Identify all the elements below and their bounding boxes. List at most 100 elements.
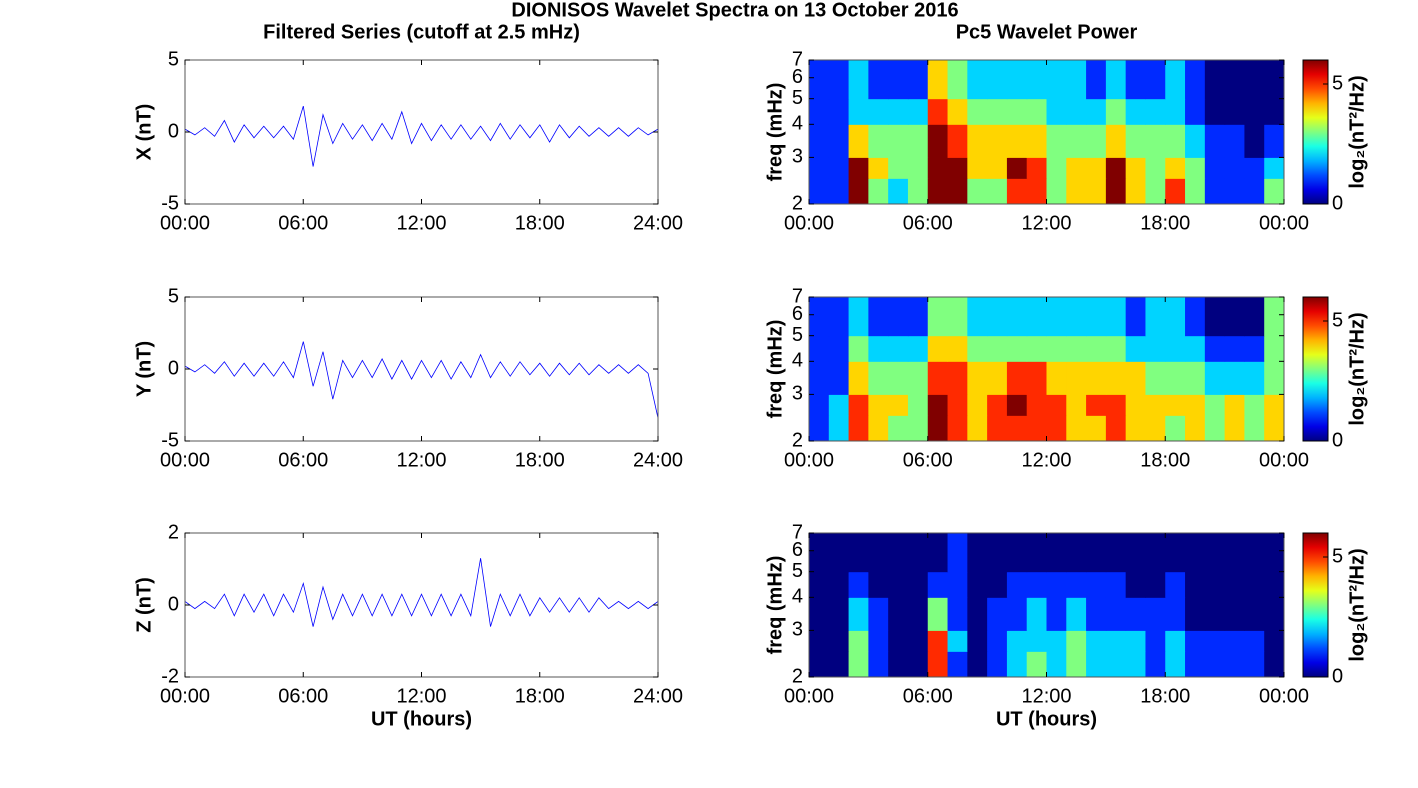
series-line xyxy=(184,558,659,627)
heatmap-cell xyxy=(1105,415,1127,442)
y-tick-label: 0 xyxy=(168,593,179,615)
heatmap-cell xyxy=(1066,335,1087,362)
heatmap-cell xyxy=(1185,415,1206,442)
heatmap-cell xyxy=(1185,178,1206,205)
heatmap-cell xyxy=(1244,178,1265,205)
heatmap-cell xyxy=(947,297,968,337)
heatmap-cell xyxy=(1185,571,1206,598)
heatmap-cell xyxy=(1066,124,1087,158)
heatmap-cell xyxy=(987,60,1008,100)
heatmap-cell xyxy=(1145,98,1166,125)
heatmap-cell xyxy=(987,630,1008,652)
heatmap-cell xyxy=(1006,651,1028,678)
heatmap-cell xyxy=(1165,157,1186,179)
heatmap-cell xyxy=(1006,571,1028,598)
y-tick-label: -5 xyxy=(161,429,179,451)
heatmap-cell xyxy=(987,157,1008,179)
y-axis-label: Z (nT) xyxy=(133,577,155,633)
heatmap-cell xyxy=(947,124,968,158)
heatmap-cell xyxy=(1145,178,1166,205)
heatmap-cell xyxy=(1086,394,1107,416)
heatmap-cell xyxy=(888,597,909,631)
x-tick-label: 06:00 xyxy=(278,685,328,707)
x-tick-label: 18:00 xyxy=(515,449,565,471)
heatmap-cell xyxy=(868,394,889,416)
heatmap-cell xyxy=(927,630,949,652)
heatmap-cell xyxy=(1105,98,1127,125)
colorbar xyxy=(1302,59,1329,205)
colorbar-tick-label: 0 xyxy=(1332,192,1343,214)
heatmap-cell xyxy=(1105,178,1127,205)
heatmap-cell xyxy=(1086,98,1107,125)
heatmap-cell xyxy=(1006,533,1028,573)
heatmap-cell xyxy=(1125,394,1146,416)
x-tick-label: 12:00 xyxy=(396,449,446,471)
heatmap-cell xyxy=(1145,157,1166,179)
heatmap-cell xyxy=(1086,597,1107,631)
heatmap-cell xyxy=(947,597,968,631)
heatmap-cell xyxy=(1026,335,1047,362)
heatmap-cell xyxy=(1224,297,1245,337)
heatmap-cell xyxy=(1086,178,1107,205)
heatmap-cell xyxy=(1185,98,1206,125)
heatmap-cell xyxy=(927,533,949,573)
heatmap-cell xyxy=(1204,571,1226,598)
x-tick-label: 00:00 xyxy=(160,685,210,707)
heatmap-cell xyxy=(1066,394,1087,416)
colorbar-tick-label: 0 xyxy=(1332,665,1343,687)
heatmap-cell xyxy=(1046,415,1067,442)
heatmap-cell xyxy=(1165,571,1186,598)
heatmap-cell xyxy=(1105,157,1127,179)
heatmap-cell xyxy=(1224,124,1245,158)
heatmap-cell xyxy=(1086,571,1107,598)
heatmap-cell xyxy=(1224,630,1245,652)
heatmap-cell xyxy=(868,630,889,652)
heatmap-cell xyxy=(1145,297,1166,337)
heatmap-cell xyxy=(1125,361,1146,395)
heatmap-cell xyxy=(1145,571,1166,598)
heatmap-cell xyxy=(888,157,909,179)
heatmap-cell xyxy=(809,361,830,395)
heatmap-cell xyxy=(1086,361,1107,395)
x-axis-label: UT (hours) xyxy=(996,708,1097,730)
heatmap-cell xyxy=(1026,630,1047,652)
heatmap-cell xyxy=(927,98,949,125)
y-tick-label: -5 xyxy=(161,192,179,214)
heatmap-cell xyxy=(848,415,869,442)
heatmap-cell xyxy=(967,571,988,598)
heatmap-cell xyxy=(1145,630,1166,652)
heatmap-cell xyxy=(848,297,869,337)
y-tick-label: 4 xyxy=(792,586,803,608)
heatmap-cell xyxy=(1026,124,1047,158)
x-tick-label: 00:00 xyxy=(784,685,834,707)
heatmap-cell xyxy=(1264,651,1285,678)
heatmap-cell xyxy=(1244,630,1265,652)
heatmap-cell xyxy=(1066,157,1087,179)
heatmap-cell xyxy=(947,98,968,125)
heatmap-cell xyxy=(1204,157,1226,179)
heatmap-cell xyxy=(1264,124,1285,158)
heatmap-cell xyxy=(967,415,988,442)
heatmap-cell xyxy=(1204,124,1226,158)
y-tick-label: -2 xyxy=(161,665,179,687)
heatmap-cell xyxy=(1105,533,1127,573)
heatmap-cell xyxy=(967,533,988,573)
heatmap-cell xyxy=(1026,60,1047,100)
heatmap-cell xyxy=(848,361,869,395)
heatmap-cell xyxy=(868,651,889,678)
heatmap-cell xyxy=(907,124,929,158)
heatmap-cell xyxy=(1006,297,1028,337)
series-line xyxy=(184,341,659,419)
heatmap-cell xyxy=(987,533,1008,573)
heatmap-cell xyxy=(848,157,869,179)
heatmap-cell xyxy=(1224,361,1245,395)
heatmap-cell xyxy=(809,98,830,125)
y-axis-label: X (nT) xyxy=(133,104,155,161)
x-tick-label: 12:00 xyxy=(396,685,446,707)
heatmap-cell xyxy=(848,60,869,100)
colorbar-label: log₂(nT²/Hz) xyxy=(1346,75,1368,188)
heatmap-cell xyxy=(967,394,988,416)
heatmap-cell xyxy=(1204,361,1226,395)
y-tick-label: 5 xyxy=(168,48,179,70)
